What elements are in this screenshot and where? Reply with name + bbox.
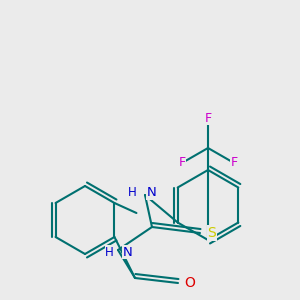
Text: F: F: [204, 112, 211, 124]
Text: N: N: [147, 187, 157, 200]
Text: N: N: [123, 245, 133, 259]
Text: H: H: [105, 245, 114, 259]
Text: O: O: [184, 276, 195, 290]
Text: F: F: [230, 157, 238, 169]
Text: F: F: [178, 157, 185, 169]
Text: S: S: [208, 226, 216, 240]
Text: H: H: [128, 187, 137, 200]
